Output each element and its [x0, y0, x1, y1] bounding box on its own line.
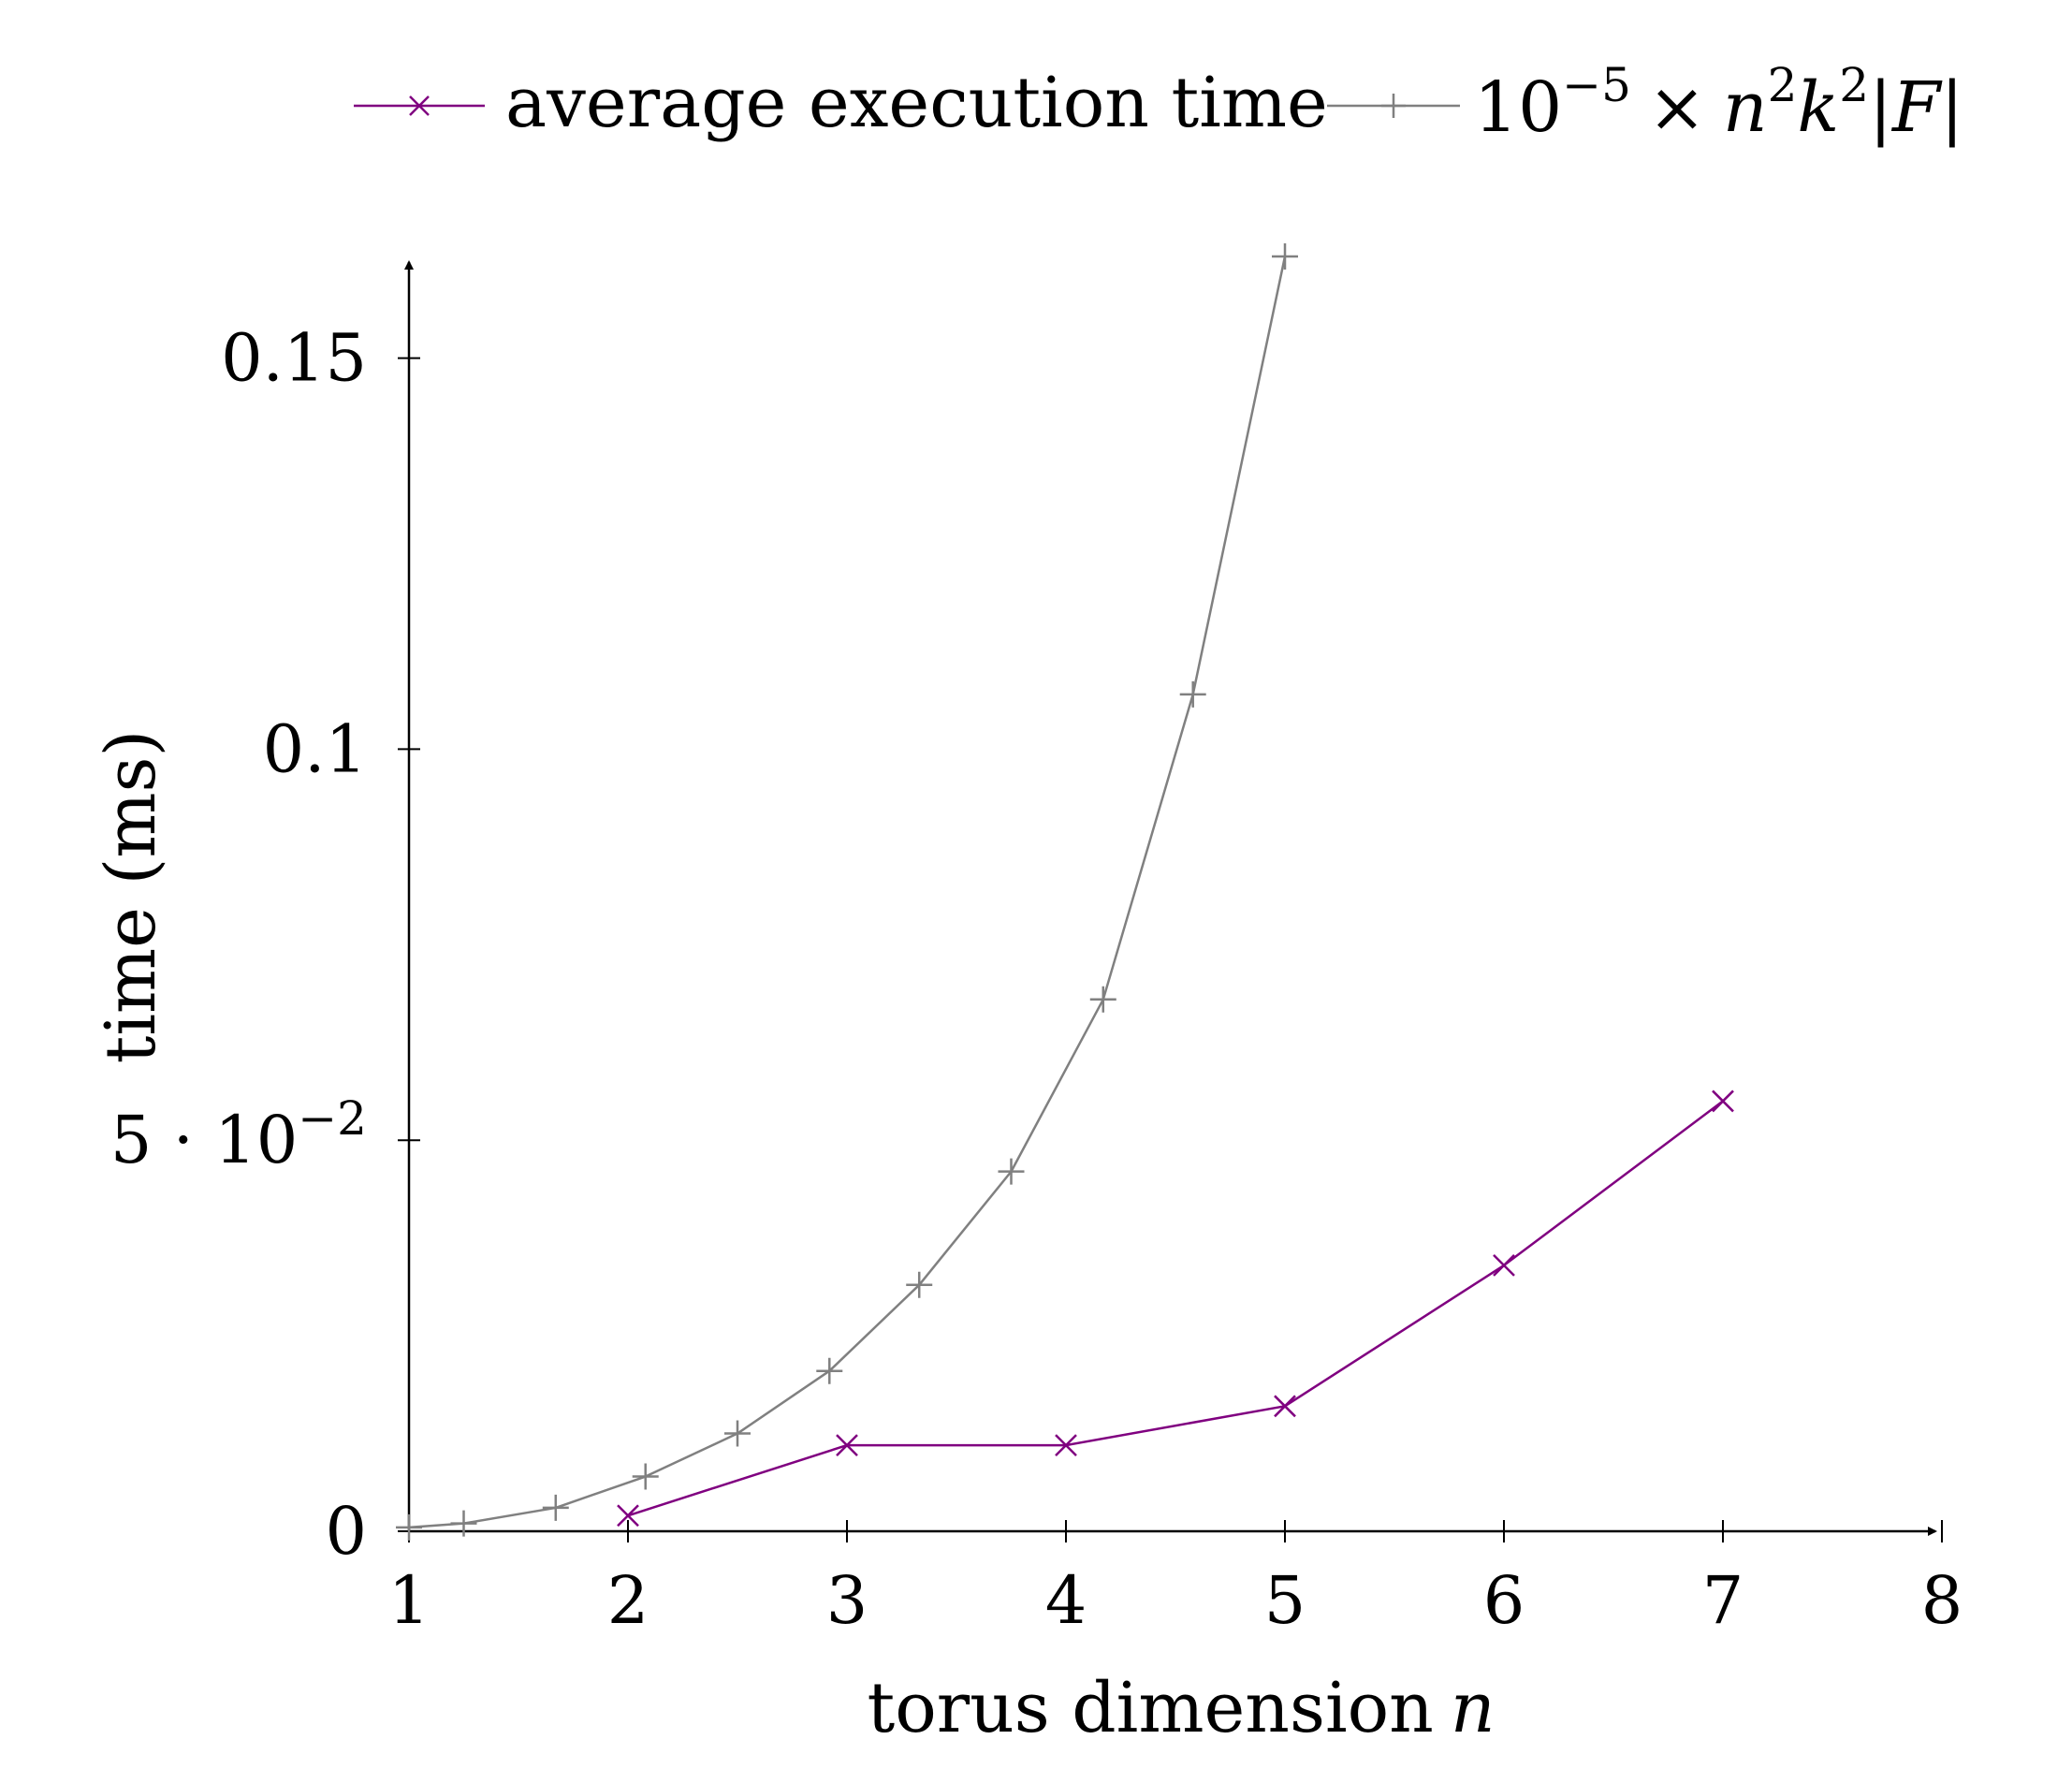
x-tick-label-7: 7 [1702, 1562, 1744, 1639]
legend-times: × [1648, 67, 1706, 148]
x-tick-label-5: 5 [1264, 1562, 1306, 1639]
series-1-point-0 [617, 1504, 639, 1528]
series-2-point-4 [724, 1420, 751, 1447]
y-tick-labels: 0 5 · 10−2 0.1 0.15 [110, 320, 367, 1570]
series-layer [396, 243, 1734, 1541]
legend-label-series-1: average execution time [505, 63, 1328, 143]
legend-k: k [1797, 67, 1839, 148]
x-tick-label-1: 1 [388, 1562, 430, 1639]
y-axis-title: time (ms) [91, 730, 171, 1064]
x-axis-title-var: n [1451, 1668, 1496, 1748]
series-2 [396, 243, 1298, 1541]
series-2-point-1 [450, 1510, 477, 1537]
x-ticks: 1 2 3 4 5 6 7 8 [388, 1520, 1963, 1639]
series-1 [617, 1089, 1734, 1528]
legend-k-exp: 2 [1839, 58, 1869, 112]
series-1-point-2 [1055, 1434, 1077, 1456]
series-2-point-0 [396, 1513, 422, 1541]
series-2-point-2 [542, 1494, 569, 1521]
series-1-point-3 [1274, 1395, 1296, 1418]
y-tick-label-0: 0 [325, 1493, 367, 1570]
series-2-point-8 [1089, 986, 1116, 1013]
series-1-point-4 [1493, 1254, 1515, 1277]
x-tick-label-4: 4 [1045, 1562, 1087, 1639]
series-2-point-7 [998, 1158, 1025, 1185]
series-1-point-5 [1712, 1089, 1734, 1113]
y-tick-label-0.15: 0.15 [221, 320, 367, 397]
x-axis-title: torus dimension n [867, 1668, 1495, 1748]
legend-marker-series-1 [409, 95, 430, 116]
series-2-point-6 [906, 1271, 933, 1298]
legend-n: n [1723, 67, 1768, 148]
series-1-point-1 [836, 1434, 858, 1456]
series-2-point-3 [632, 1463, 659, 1490]
series-2-line [408, 256, 1287, 1529]
legend-exp: −5 [1562, 58, 1631, 112]
y-tick-label-0.1: 0.1 [263, 710, 367, 787]
legend-base: 10 [1474, 67, 1562, 148]
legend: average execution time 10−5 × n2k2|F| [354, 58, 1963, 148]
series-1-line [627, 1100, 1724, 1517]
legend-F: |F| [1869, 67, 1963, 148]
y-tick-label-0.05-mantissa: 5 · 10 [110, 1102, 298, 1178]
series-2-point-5 [816, 1357, 843, 1384]
legend-n-exp: 2 [1768, 58, 1798, 112]
x-tick-label-3: 3 [826, 1562, 868, 1639]
x-tick-label-6: 6 [1483, 1562, 1525, 1639]
legend-marker-series-2 [1381, 94, 1406, 118]
series-2-point-10 [1272, 243, 1298, 270]
x-tick-label-2: 2 [607, 1562, 649, 1639]
legend-label-series-2: 10−5 × n2k2|F| [1474, 58, 1963, 148]
y-tick-label-0.05-exponent: −2 [298, 1091, 367, 1146]
series-2-point-9 [1179, 680, 1206, 708]
x-axis-title-text: torus dimension [867, 1668, 1433, 1748]
x-tick-label-8: 8 [1921, 1562, 1963, 1639]
y-tick-label-0.05: 5 · 10−2 [110, 1091, 367, 1178]
